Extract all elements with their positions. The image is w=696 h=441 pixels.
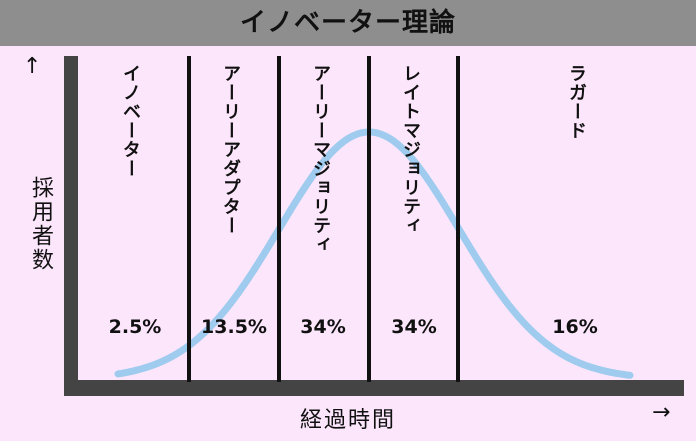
segment-divider <box>456 56 460 382</box>
segment-divider <box>277 56 281 382</box>
segment-percent-innovators: 2.5% <box>108 316 162 338</box>
segment-label-early-adopters: アーリーアダプター <box>220 64 241 235</box>
segment-label-innovators: イノベーター <box>120 64 141 178</box>
x-axis-label: 経過時間 <box>300 408 397 433</box>
segment-percent-late-majority: 34% <box>391 316 437 338</box>
y-axis-arrow: ↑ <box>23 54 42 79</box>
diagram-title: イノベーター理論 <box>239 8 456 38</box>
x-axis <box>64 380 684 396</box>
segment-label-late-majority: レイトマジョリティ <box>400 64 421 235</box>
y-axis-label: 採用者数 <box>28 176 53 272</box>
segment-divider <box>187 56 191 382</box>
segment-label-early-majority: アーリーマジョリティ <box>310 64 331 254</box>
segment-label-laggards: ラガード <box>566 64 587 140</box>
x-axis-arrow: → <box>652 400 671 425</box>
title-bar <box>0 0 696 46</box>
segment-percent-early-adopters: 13.5% <box>201 316 267 338</box>
y-axis <box>64 56 78 396</box>
segment-percent-early-majority: 34% <box>300 316 346 338</box>
segment-divider <box>367 56 371 382</box>
segment-percent-laggards: 16% <box>552 316 598 338</box>
